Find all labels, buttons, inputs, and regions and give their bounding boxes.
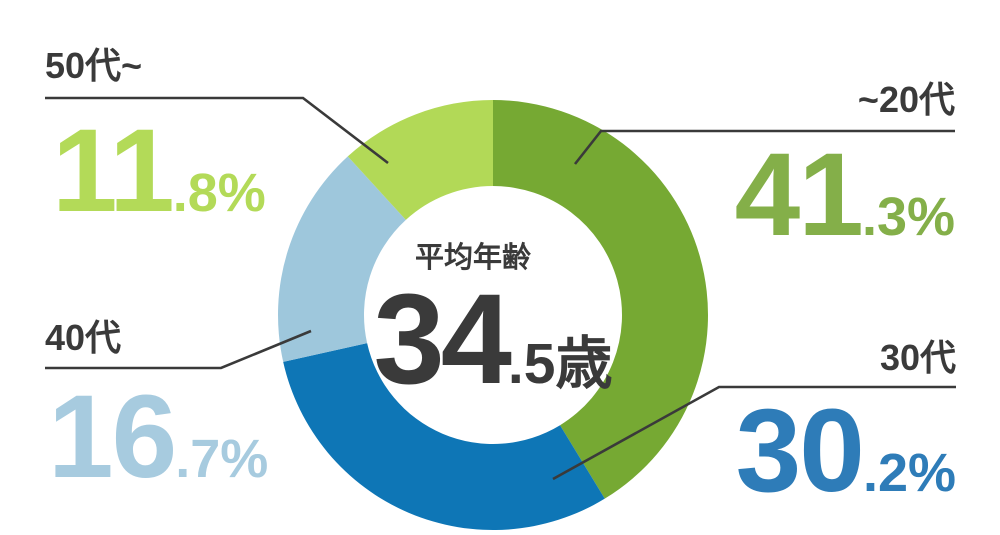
callout-30s: 30代 30.2% bbox=[736, 337, 956, 510]
segment-value-50s-decimal: .8% bbox=[172, 163, 266, 224]
segment-value-50s-integer: 11 bbox=[52, 105, 175, 238]
segment-value-30s-decimal: .2% bbox=[862, 443, 956, 504]
leader-line-50s bbox=[45, 96, 389, 165]
callout-50s: 50代~ 11.8% bbox=[45, 45, 266, 230]
leader-lines-group bbox=[45, 96, 956, 481]
donut-segment-1 bbox=[283, 343, 605, 530]
segment-value-40s-decimal: .7% bbox=[175, 429, 269, 490]
segment-label-50s: 50代~ bbox=[45, 45, 143, 86]
average-age-title: 平均年齢 bbox=[414, 242, 532, 274]
segment-value-40s: 16.7% bbox=[48, 378, 268, 496]
segment-label-40s: 40代 bbox=[45, 317, 122, 358]
segment-value-20s-integer: 41 bbox=[734, 129, 864, 262]
average-age-value-row: 34.5歳 bbox=[373, 267, 613, 411]
segment-value-20s-decimal: .3% bbox=[861, 187, 955, 248]
leader-line-40s bbox=[45, 329, 312, 370]
average-age-value-integer: 34 bbox=[373, 267, 512, 411]
callout-20s: ~20代 41.3% bbox=[735, 79, 955, 254]
donut-segment-0 bbox=[493, 100, 708, 499]
leader-line-20s bbox=[573, 129, 955, 165]
segment-label-20s: ~20代 bbox=[857, 79, 955, 120]
segment-value-50s: 11.8% bbox=[52, 112, 266, 230]
donut-segments-group bbox=[278, 100, 708, 530]
segment-value-20s: 41.3% bbox=[735, 136, 955, 254]
segment-value-30s-integer: 30 bbox=[735, 385, 865, 518]
segment-value-30s: 30.2% bbox=[736, 392, 956, 510]
segment-value-40s-integer: 16 bbox=[48, 371, 177, 504]
donut-center-text: 平均年齢 34.5歳 bbox=[374, 241, 613, 404]
donut-segment-3 bbox=[347, 100, 493, 220]
leader-line-30s bbox=[552, 385, 956, 481]
average-age-value-decimal-unit: .5歳 bbox=[507, 331, 613, 396]
donut-segment-2 bbox=[278, 156, 406, 362]
segment-label-30s: 30代 bbox=[879, 337, 956, 378]
callout-40s: 40代 16.7% bbox=[45, 317, 268, 496]
